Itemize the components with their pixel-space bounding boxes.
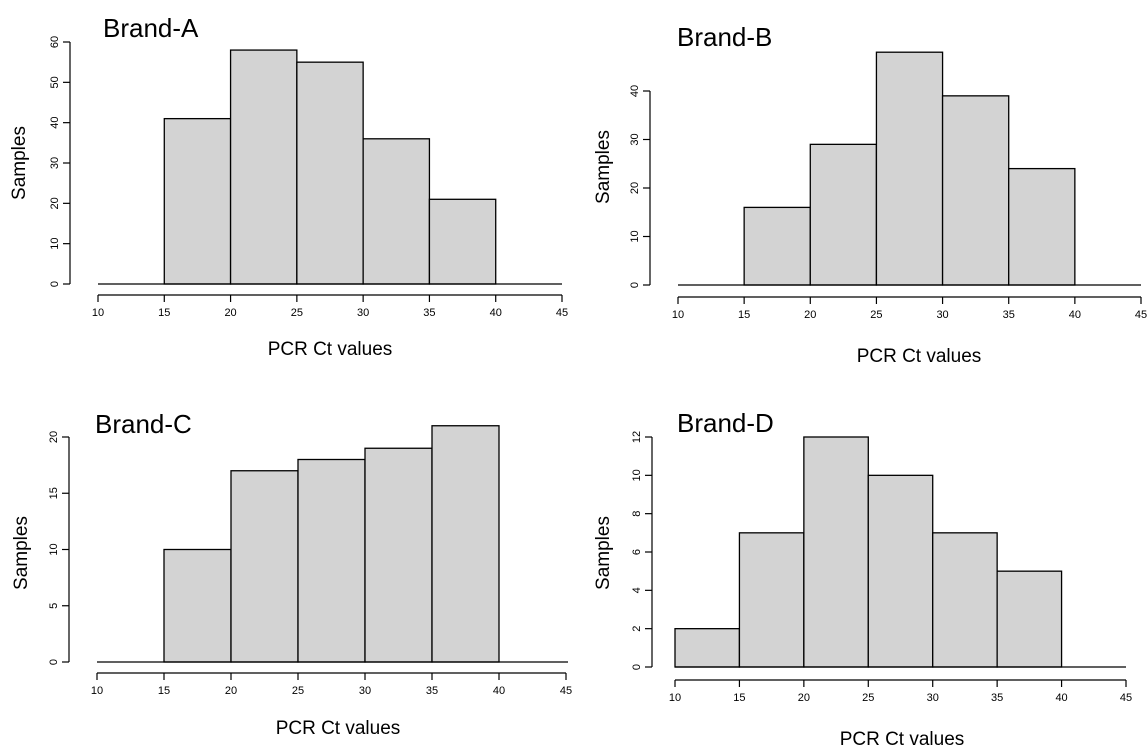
y-axis-label: Samples [11,516,32,590]
y-axis-label: Samples [593,516,614,590]
panel-title: Brand-D [677,408,774,438]
y-tick-label: 4 [631,587,643,593]
histogram-bar [163,117,232,285]
x-tick-label: 25 [862,692,874,704]
x-tick-label: 35 [991,692,1003,704]
y-axis-label: Samples [9,126,30,200]
histogram-bar [431,425,500,663]
x-axis-label: PCR Ct values [268,339,393,360]
y-tick-label: 2 [631,626,643,632]
histogram-bar [875,51,944,286]
x-tick-label: 40 [1055,692,1067,704]
histogram-bar [996,570,1063,668]
y-tick-label: 20 [629,182,641,194]
y-axis-label: Samples [593,130,614,204]
histogram-bar [674,628,741,668]
histogram-bar [941,95,1010,286]
y-tick-label: 20 [49,197,61,209]
x-tick-label: 25 [292,685,304,697]
histogram-bar [163,548,232,663]
x-tick-label: 40 [1069,309,1081,321]
y-tick-label: 60 [49,36,61,48]
x-tick-label: 45 [556,307,568,319]
y-tick-label: 30 [49,157,61,169]
y-tick-label: 0 [629,282,641,288]
y-tick-label: 10 [49,238,61,250]
panel-brand-a: 0 10 20 30 40 50 60 10 15 20 25 30 35 40 45 Brand-A PCR … [9,13,568,360]
x-tick-label: 40 [493,685,505,697]
x-tick-label: 30 [357,307,369,319]
panel-brand-d: 0 2 4 6 8 10 12 10 15 20 25 30 35 40 45 Brand-D PCR Ct v… [593,408,1132,749]
x-tick-label: 15 [158,685,170,697]
panel-brand-b: 0 10 20 30 40 10 15 20 25 30 35 40 45 Brand-B PCR Ct v… [593,22,1147,367]
histogram-bar [738,532,805,668]
panel-brand-c: 0 5 10 15 20 10 15 20 25 30 35 40 45 Brand-C PCR Ct va… [11,409,572,739]
x-tick-label: 25 [870,309,882,321]
y-tick-label: 40 [49,117,61,129]
histogram-bar [428,198,497,285]
histogram-bar [229,49,298,285]
histogram-bar [364,447,433,663]
y-tick-label: 0 [48,659,60,665]
x-axis-label: PCR Ct values [857,346,982,367]
panel-title: Brand-B [677,22,772,52]
histogram-bar [867,474,934,668]
histogram-bar [809,143,878,286]
histogram-bar [743,206,811,286]
y-tick-label: 10 [631,469,643,481]
y-tick-label: 10 [48,543,60,555]
x-tick-label: 35 [423,307,435,319]
y-tick-label: 8 [631,511,643,517]
y-tick-label: 15 [48,487,60,499]
x-tick-label: 30 [359,685,371,697]
x-tick-label: 45 [1135,309,1147,321]
x-tick-label: 25 [291,307,303,319]
x-tick-label: 45 [560,685,572,697]
x-tick-label: 10 [669,692,681,704]
y-tick-label: 12 [631,431,643,443]
x-tick-label: 10 [91,685,103,697]
histogram-bar [362,138,431,285]
panel-title: Brand-A [103,13,199,43]
y-tick-label: 30 [629,133,641,145]
x-tick-label: 10 [92,307,104,319]
y-tick-label: 40 [629,85,641,97]
x-tick-label: 15 [158,307,170,319]
y-tick-label: 10 [629,230,641,242]
x-axis-label: PCR Ct values [840,729,965,749]
histogram-bar [230,470,299,663]
histogram-bar [1008,167,1076,286]
histogram-bar [803,436,869,668]
x-tick-label: 15 [733,692,745,704]
panel-title: Brand-C [95,409,192,439]
x-tick-label: 15 [738,309,750,321]
x-tick-label: 45 [1120,692,1132,704]
x-tick-label: 20 [798,692,810,704]
x-tick-label: 20 [224,307,236,319]
y-tick-label: 0 [49,281,61,287]
x-tick-label: 30 [936,309,948,321]
y-tick-label: 6 [631,549,643,555]
x-tick-label: 10 [672,309,684,321]
histogram-bar [932,532,998,668]
x-tick-label: 35 [1003,309,1015,321]
y-tick-label: 0 [631,664,643,670]
x-tick-label: 30 [927,692,939,704]
x-tick-label: 20 [804,309,816,321]
x-tick-label: 20 [225,685,237,697]
histogram-bar [296,61,364,285]
y-tick-label: 20 [48,431,60,443]
y-tick-label: 50 [49,76,61,88]
x-tick-label: 40 [490,307,502,319]
x-axis-label: PCR Ct values [276,718,401,739]
histogram-bar [297,458,366,663]
y-tick-label: 5 [48,603,60,609]
x-tick-label: 35 [426,685,438,697]
